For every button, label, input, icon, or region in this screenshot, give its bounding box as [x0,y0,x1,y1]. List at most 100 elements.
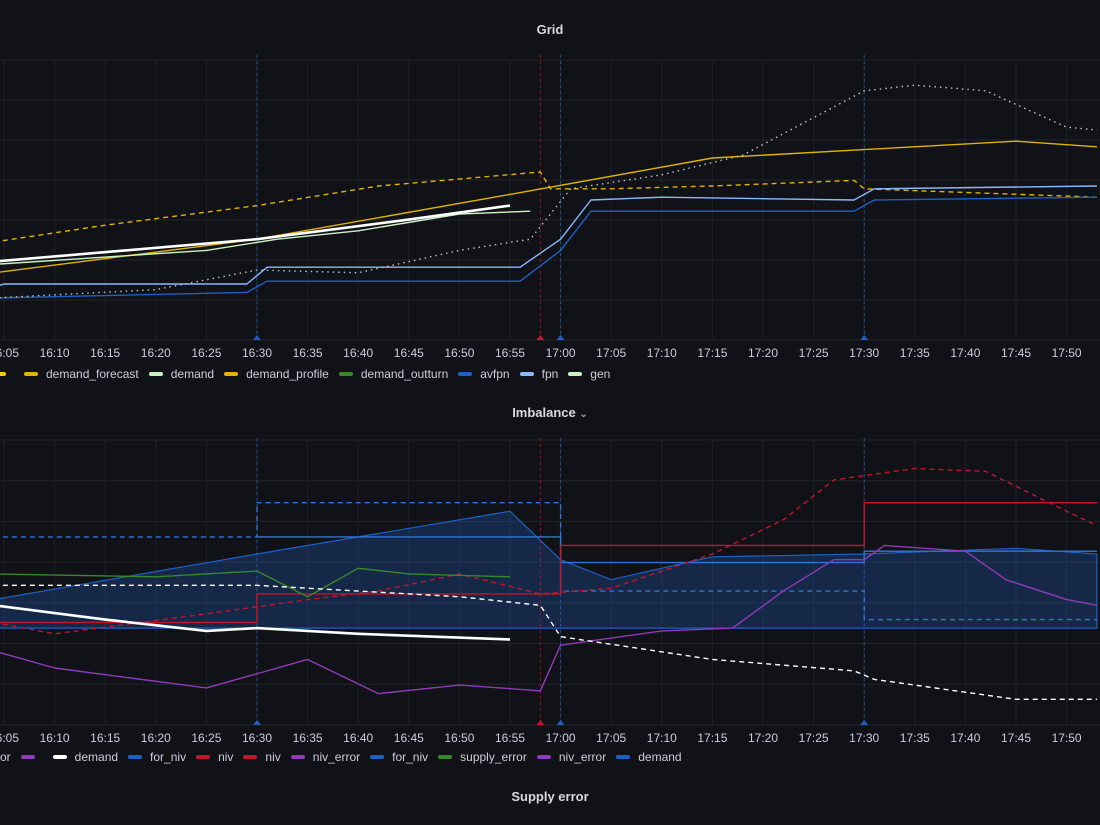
supply-error-title[interactable]: Supply error [511,789,589,804]
legend-item[interactable]: niv_error [290,750,361,764]
legend-label: niv_error [312,750,361,764]
x-tick-label: 17:10 [647,731,677,745]
x-tick-label: 17:45 [1001,346,1031,360]
legend-label: demand_forecast [46,367,139,381]
legend-swatch [536,755,551,759]
x-tick-label: 17:00 [546,346,576,360]
legend-swatch [243,755,258,759]
legend-swatch [196,755,211,759]
x-tick-label: 16:50 [444,731,474,745]
annotation-marker-icon[interactable] [536,720,545,725]
x-tick-label: 16:25 [191,731,221,745]
legend-label: rror [0,750,11,764]
x-tick-label: 17:40 [950,346,980,360]
x-tick-label: 17:15 [697,346,727,360]
legend-swatch [128,755,143,759]
legend-item[interactable]: demand [148,367,215,381]
series-demand [0,584,1097,701]
x-tick-label: 16:10 [40,731,70,745]
x-tick-label: 16:25 [191,346,221,360]
x-tick-label: 17:20 [748,346,778,360]
annotation-marker-icon[interactable] [860,335,869,340]
x-tick-label: 16:15 [90,346,120,360]
x-tick-label: 16:35 [293,346,323,360]
x-tick-label: 16:30 [242,731,272,745]
grid-chart[interactable]: 16:05 16:10 16:15 16:20 16:25 16:30 16:35 16:40… [0,55,1100,360]
area-for_niv [0,510,1098,629]
series-demand [0,604,511,641]
x-tick-label: 17:30 [849,346,879,360]
legend-label: gen [590,367,611,381]
series-niv [0,467,1098,635]
x-tick-label: 16:05 [0,731,19,745]
chevron-down-icon[interactable]: ⌄ [579,409,588,420]
x-tick-label: 17:15 [697,731,727,745]
imbalance-chart[interactable]: 16:05 16:10 16:15 16:20 16:25 16:30 16:35 16:40… [0,438,1100,745]
annotation-marker-icon[interactable] [556,720,565,725]
panel-title-imbalance[interactable]: Imbalance ⌄ [0,405,1100,420]
x-tick-label: 17:25 [799,346,829,360]
legend-item[interactable]: supply_error [438,750,527,764]
x-tick-label: 16:30 [242,346,272,360]
legend-item[interactable] [0,367,14,381]
annotation-marker-icon[interactable] [556,335,565,340]
legend-label: avfpn [480,367,510,381]
legend-swatch [20,755,35,759]
legend-item[interactable]: niv [196,750,233,764]
x-tick-label: 17:35 [900,346,930,360]
legend-item[interactable]: rror [0,750,43,764]
x-tick-label: 17:35 [900,731,930,745]
x-tick-label: 16:15 [90,731,120,745]
series-niv_error [0,544,1098,695]
legend-swatch [224,372,239,376]
legend-item[interactable]: niv_error [536,750,607,764]
legend-item[interactable]: fpn [519,367,559,381]
legend-item[interactable]: gen [568,367,610,381]
x-tick-label: 16:20 [141,731,171,745]
legend-item[interactable]: niv [243,750,281,764]
annotation-marker-icon[interactable] [536,335,545,340]
legend-label: for_niv [392,750,429,764]
legend-label: demand [170,367,215,381]
x-tick-label: 17:25 [799,731,829,745]
legend-label: niv_error [558,750,607,764]
legend-label: demand_outturn [360,367,449,381]
legend-item[interactable]: demand_profile [224,367,329,381]
panel-title-supply-error[interactable]: Supply error [0,789,1100,804]
annotation-marker-icon[interactable] [253,720,261,725]
annotation-marker-icon[interactable] [860,720,869,725]
imbalance-title[interactable]: Imbalance [512,405,576,420]
legend-label: demand [74,750,119,764]
legend-item[interactable]: demand [616,750,682,764]
series-niv [0,502,1097,624]
legend-label: demand_profile [246,367,329,381]
legend-swatch [0,372,6,376]
series-supply_error [0,567,511,598]
x-tick-label: 16:35 [293,731,323,745]
legend-label: demand [638,750,682,764]
panel-title-grid[interactable]: Grid [0,22,1100,37]
legend-swatch [616,755,631,759]
annotation-marker-icon[interactable] [253,335,261,340]
x-tick-label: 17:30 [849,731,879,745]
series-for_niv [257,536,1097,564]
legend-swatch [458,372,473,376]
grid-title[interactable]: Grid [536,22,564,37]
x-tick-label: 17:05 [596,731,626,745]
x-tick-label: 16:55 [495,731,525,745]
legend-label: fpn [541,367,559,381]
x-tick-label: 16:20 [141,346,171,360]
x-tick-label: 17:50 [1052,346,1082,360]
legend-item[interactable]: for_niv [370,750,428,764]
legend-swatch [290,755,305,759]
x-tick-label: 17:05 [596,346,626,360]
imbalance-legend: rror demand for_niv niv niv niv_error for_niv s… [0,750,692,764]
legend-swatch [338,372,353,376]
legend-item[interactable]: avfpn [458,367,510,381]
legend-item[interactable]: for_niv [128,750,186,764]
legend-item[interactable]: demand [52,750,119,764]
legend-swatch [52,755,67,759]
legend-item[interactable]: demand_outturn [338,367,449,381]
legend-item[interactable]: demand_forecast [24,367,139,381]
legend-label: for_niv [150,750,187,764]
